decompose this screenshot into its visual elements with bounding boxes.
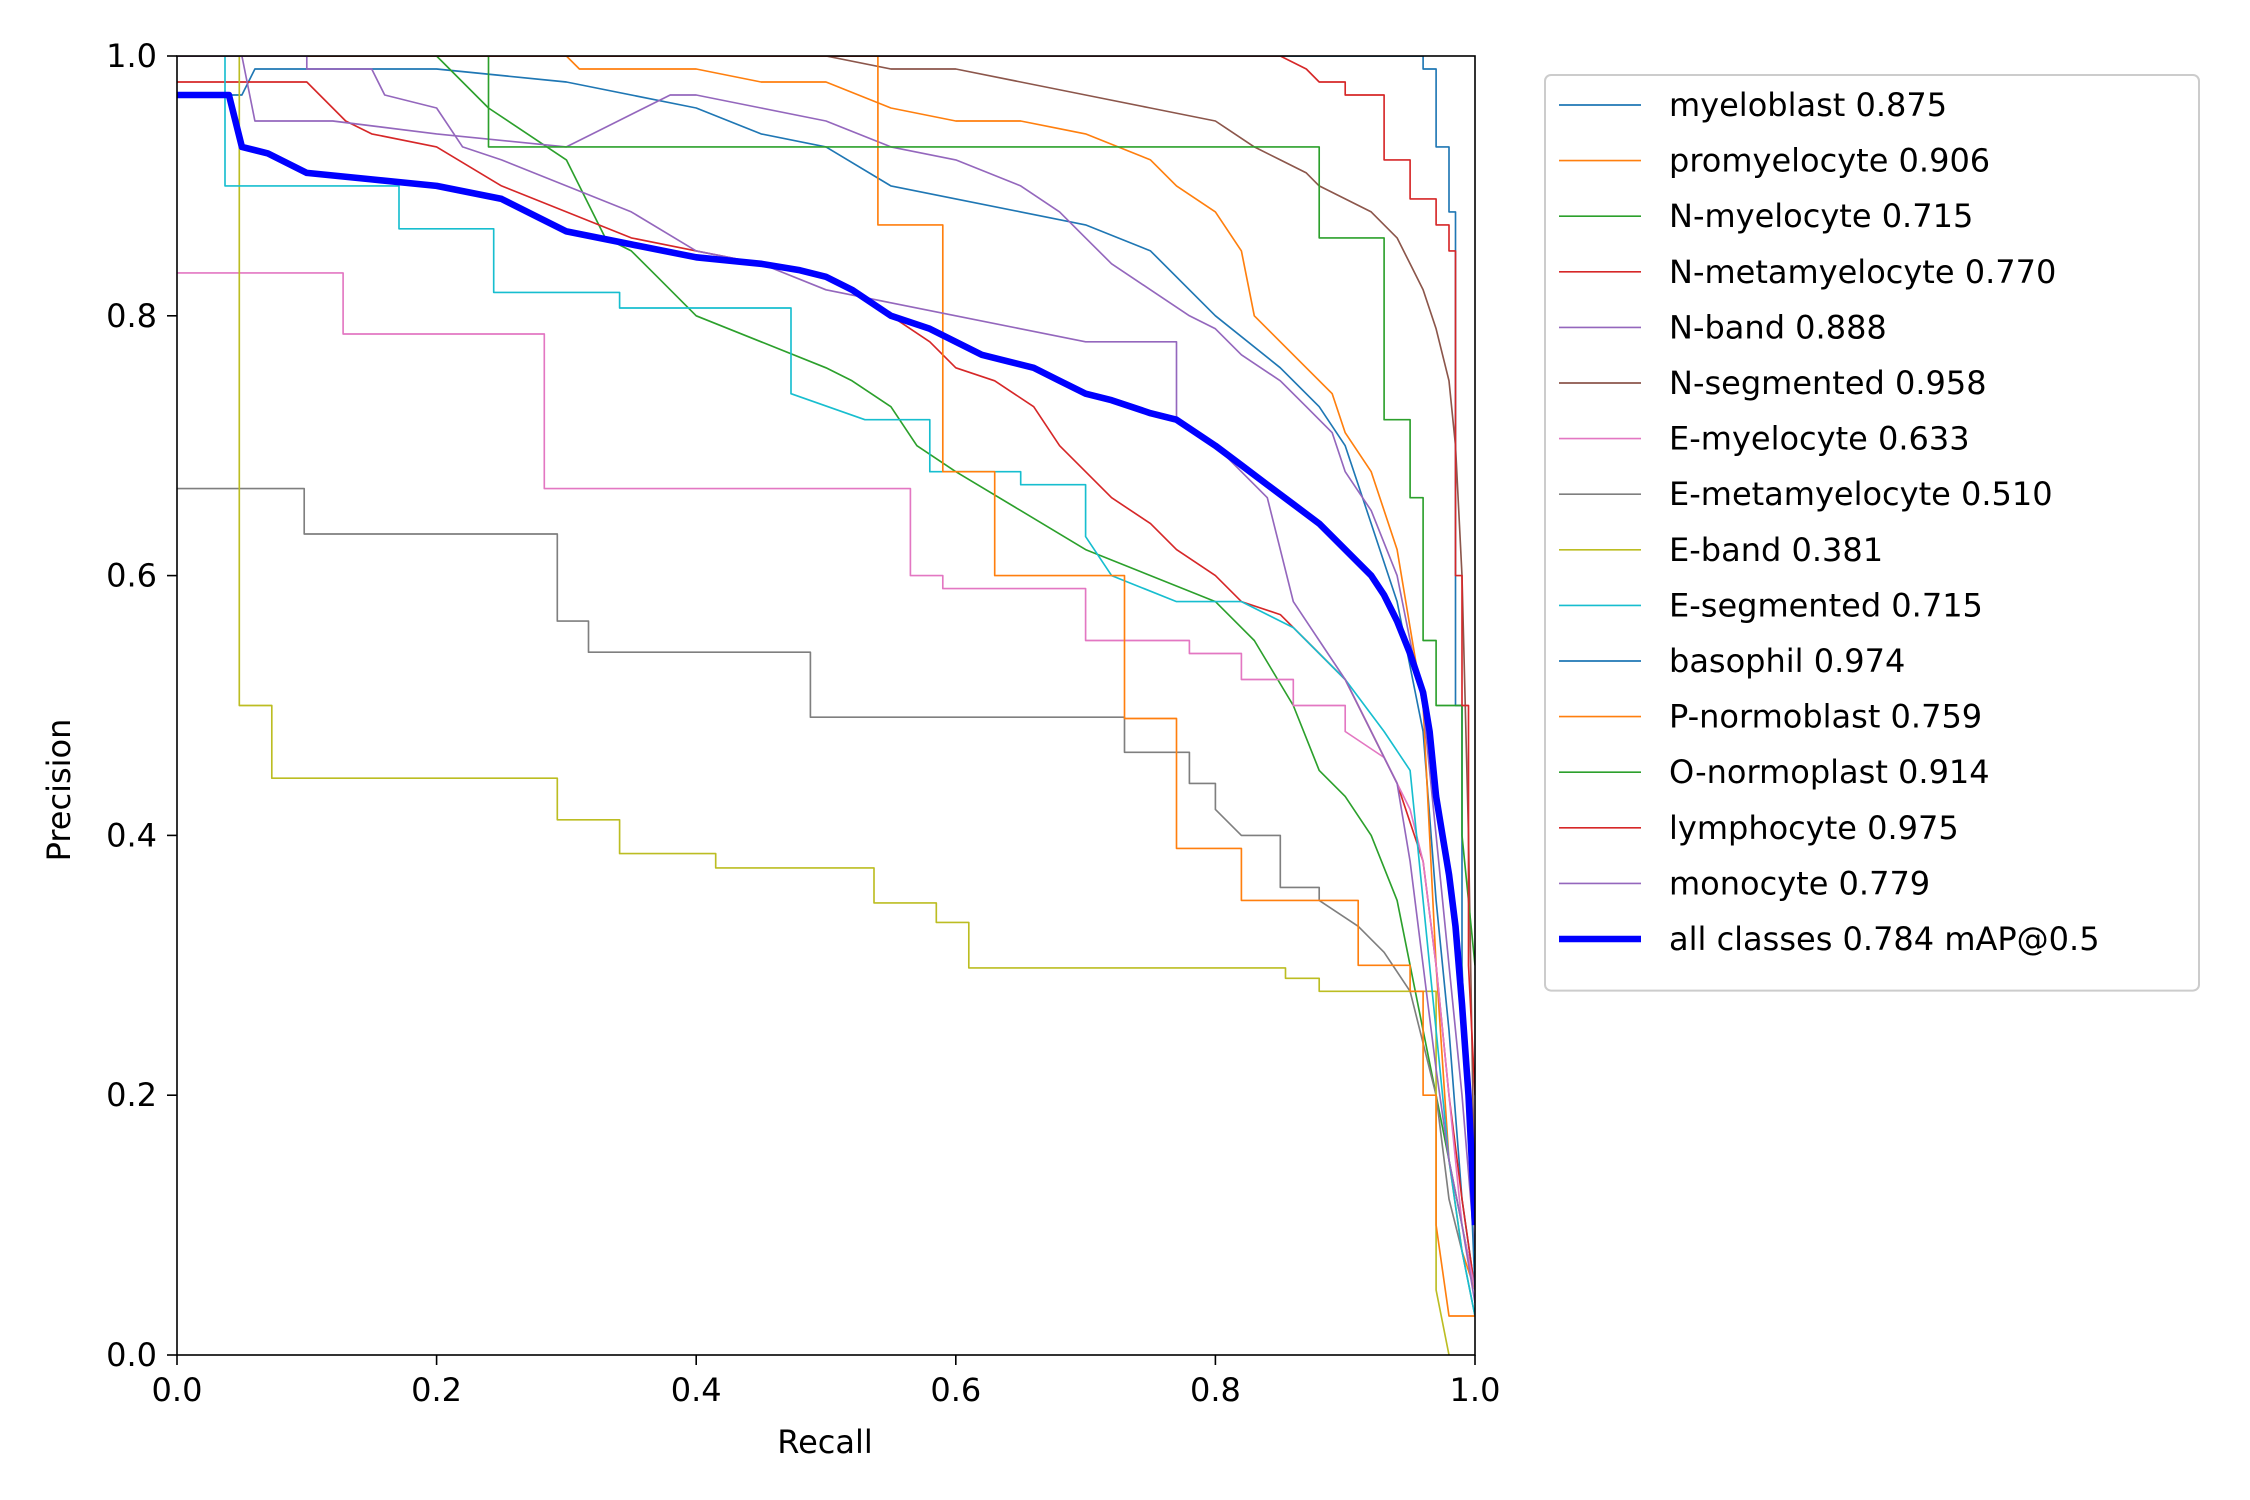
series-line-2 <box>177 56 1475 1291</box>
legend: myeloblast 0.875 promyelocyte 0.906 N-myel… <box>1544 74 2200 992</box>
legend-label: basophil 0.974 <box>1669 642 1905 680</box>
series-line-15 <box>177 91 1475 1226</box>
y-tick-label: 0.4 <box>106 816 157 854</box>
y-axis-label: Precision <box>40 719 78 862</box>
legend-label: E-metamyelocyte 0.510 <box>1669 475 2053 513</box>
series-line-11 <box>177 56 1475 1317</box>
legend-label: N-segmented 0.958 <box>1669 364 1987 402</box>
axes: 0.0 0.2 0.4 0.6 0.8 1.0 0.0 0.2 0.4 0.6 0.8 1.0 <box>106 37 1500 1409</box>
series-line-7 <box>177 487 1475 1317</box>
legend-label: N-myelocyte 0.715 <box>1669 197 1973 235</box>
series-line-14 <box>177 56 1475 1304</box>
legend-label: E-segmented 0.715 <box>1669 586 1983 624</box>
x-tick-label: 1.0 <box>1450 1371 1501 1409</box>
y-tick-label: 0.0 <box>106 1336 157 1374</box>
plot-area <box>177 56 1475 1355</box>
legend-label: N-band 0.888 <box>1669 308 1887 346</box>
legend-label: promyelocyte 0.906 <box>1669 142 1990 180</box>
x-tick-label: 0.6 <box>930 1371 981 1409</box>
y-tick-label: 0.8 <box>106 297 157 335</box>
legend-box <box>1544 74 2200 992</box>
x-tick-label: 0.4 <box>671 1371 722 1409</box>
x-tick-label: 0.8 <box>1190 1371 1241 1409</box>
legend-label: E-myelocyte 0.633 <box>1669 420 1970 458</box>
x-axis-label: Recall <box>777 1423 872 1461</box>
y-tick-label: 0.6 <box>106 557 157 595</box>
y-tick-label: 0.2 <box>106 1076 157 1114</box>
series-line-8 <box>238 56 1450 1355</box>
x-tick-label: 0.0 <box>152 1371 203 1409</box>
series-lines <box>177 56 1475 1355</box>
series-line-6 <box>177 272 1475 1291</box>
plot-frame <box>176 55 1476 1356</box>
legend-label: all classes 0.784 mAP@0.5 <box>1669 920 2100 958</box>
legend-label: monocyte 0.779 <box>1669 864 1930 902</box>
series-line-13 <box>177 56 1475 1096</box>
legend-label: myeloblast 0.875 <box>1669 86 1947 124</box>
legend-label: P-normoblast 0.759 <box>1669 698 1982 736</box>
legend-label: lymphocyte 0.975 <box>1669 809 1959 847</box>
x-tick-label: 0.2 <box>411 1371 462 1409</box>
legend-label: E-band 0.381 <box>1669 531 1883 569</box>
series-line-12 <box>177 56 1475 966</box>
series-line-9 <box>177 56 1475 1317</box>
legend-label: N-metamyelocyte 0.770 <box>1669 253 2056 291</box>
y-tick-label: 1.0 <box>106 37 157 75</box>
legend-label: O-normoplast 0.914 <box>1669 753 1990 791</box>
